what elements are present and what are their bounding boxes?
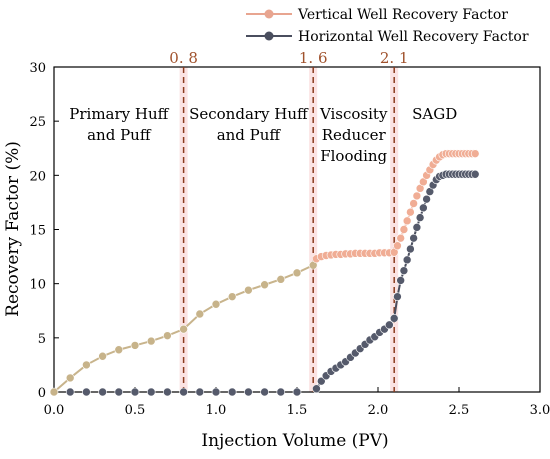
- vertical-well-point: [244, 285, 253, 295]
- stage-label-line: and Puff: [217, 126, 282, 144]
- horizontal-well-point: [179, 387, 188, 397]
- y-tick-label: 20: [29, 169, 46, 184]
- vertical-well-point: [65, 373, 75, 383]
- horizontal-well-point: [114, 387, 124, 397]
- vertical-well-point: [227, 292, 237, 301]
- horizontal-well-point: [130, 387, 140, 397]
- vertical-well-point: [82, 360, 91, 370]
- horizontal-well-point: [470, 169, 480, 179]
- stage-label: Viscosity Reducer Flooding: [319, 105, 388, 165]
- y-tick-label: 15: [29, 224, 46, 239]
- x-tick-label: 1.0: [206, 403, 227, 418]
- stage-label: Secondary Huff and Puff: [189, 105, 309, 144]
- stage-boundary-label: 2. 1: [380, 49, 409, 67]
- stage-boundary-label: 1. 6: [299, 49, 328, 67]
- vertical-well-point: [211, 299, 221, 309]
- legend-label: Vertical Well Recovery Factor: [297, 7, 508, 23]
- legend-label: Horizontal Well Recovery Factor: [298, 29, 529, 45]
- series-horizontal-well: [65, 169, 480, 397]
- vertical-well-point: [163, 331, 172, 340]
- x-tick-label: 1.5: [287, 403, 308, 418]
- horizontal-well-point: [415, 213, 425, 222]
- y-tick-label: 10: [29, 278, 46, 293]
- legend-marker: [264, 9, 274, 19]
- vertical-well-point: [49, 387, 59, 397]
- series-layer: [49, 149, 480, 397]
- horizontal-well-point: [419, 203, 428, 213]
- horizontal-well-point: [146, 387, 156, 397]
- horizontal-well-point: [195, 387, 205, 397]
- stage-labels: Primary Huff and Puff Secondary Huff and Pu…: [69, 105, 457, 165]
- horizontal-well-point: [98, 387, 107, 397]
- y-tick-label: 5: [38, 332, 46, 347]
- stage-label: SAGD: [412, 105, 457, 123]
- stage-boundaries: 0. 8 1. 6 2. 1: [169, 49, 409, 392]
- y-tick-label: 25: [29, 115, 46, 130]
- vertical-well-point: [130, 341, 140, 350]
- horizontal-well-point: [393, 292, 402, 301]
- x-axis-label: Injection Volume (PV): [201, 431, 388, 451]
- vertical-well-point: [396, 233, 405, 243]
- legend: Vertical Well Recovery Factor Horizontal …: [246, 7, 529, 45]
- x-tick-label: 0.0: [44, 403, 65, 418]
- stage-label-line: Flooding: [320, 147, 387, 165]
- vertical-well-point: [98, 351, 107, 361]
- stage-label-line: Viscosity: [319, 105, 388, 123]
- series-vertical-well: [49, 149, 480, 397]
- vertical-well-point: [260, 280, 269, 290]
- y-axis-label: Recovery Factor (%): [3, 141, 23, 317]
- horizontal-well-point: [402, 255, 412, 265]
- horizontal-well-point: [406, 244, 415, 254]
- horizontal-well-point: [399, 266, 409, 275]
- vertical-well-point: [114, 345, 124, 355]
- stage-label-line: Secondary Huff: [189, 105, 309, 123]
- horizontal-well-point: [82, 387, 91, 397]
- stage-label-line: Reducer: [322, 126, 387, 144]
- x-tick-label: 2.5: [449, 403, 470, 418]
- horizontal-well-point: [412, 223, 422, 232]
- horizontal-well-point: [312, 384, 321, 394]
- vertical-well-point: [146, 336, 156, 346]
- vertical-well-point: [470, 149, 480, 158]
- vertical-well-point: [409, 199, 418, 208]
- horizontal-well-point: [276, 387, 286, 397]
- horizontal-well-point: [389, 314, 399, 323]
- stage-label-line: and Puff: [87, 126, 152, 144]
- x-tick-label: 3.0: [530, 403, 550, 418]
- stage-label-line: Primary Huff: [69, 105, 169, 123]
- vertical-well-point: [412, 191, 422, 201]
- horizontal-well-point: [422, 194, 431, 204]
- vertical-well-point: [406, 207, 415, 217]
- y-tick-label: 0: [38, 386, 46, 401]
- horizontal-well-point: [385, 320, 394, 330]
- x-tick-label: 2.0: [368, 403, 389, 418]
- horizontal-well-point: [396, 276, 405, 285]
- vertical-well-point: [402, 216, 412, 226]
- legend-marker: [264, 31, 274, 41]
- stage-label: Primary Huff and Puff: [69, 105, 169, 144]
- stage-label-line: SAGD: [412, 105, 457, 123]
- vertical-well-point: [393, 241, 402, 251]
- vertical-well-point: [195, 309, 205, 319]
- vertical-well-point: [276, 275, 286, 284]
- vertical-well-point: [399, 225, 409, 234]
- horizontal-well-point: [227, 387, 237, 397]
- x-tick-label: 0.5: [125, 403, 146, 418]
- horizontal-well-point: [211, 387, 221, 397]
- y-tick-label: 30: [29, 61, 46, 76]
- horizontal-well-point: [244, 387, 253, 397]
- stage-boundary-label: 0. 8: [169, 49, 198, 67]
- vertical-well-point: [179, 324, 188, 334]
- horizontal-well-point: [163, 387, 172, 397]
- horizontal-well-point: [260, 387, 269, 397]
- horizontal-well-point: [292, 387, 302, 397]
- horizontal-well-point: [316, 376, 326, 386]
- horizontal-well-point: [409, 233, 418, 243]
- vertical-well-point: [292, 268, 302, 278]
- horizontal-well-point: [65, 387, 75, 397]
